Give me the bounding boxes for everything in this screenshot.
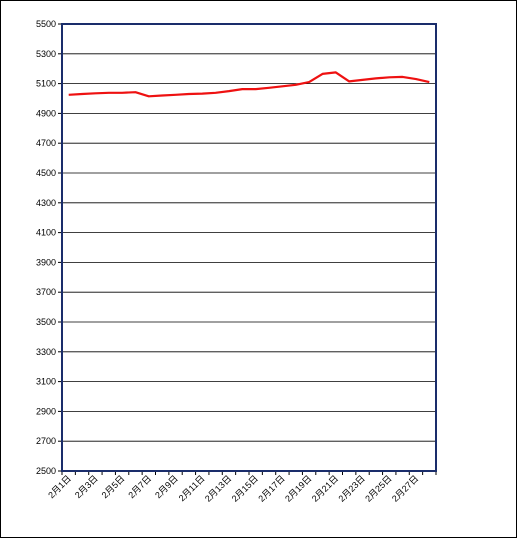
y-tick-label: 3300 (36, 347, 56, 357)
y-tick-label: 5100 (36, 79, 56, 89)
y-tick-label: 2900 (36, 406, 56, 416)
x-tick-label: 2月19日 (283, 473, 313, 503)
y-tick-label: 3700 (36, 287, 56, 297)
x-tick-label: 2月5日 (100, 473, 127, 500)
x-axis-ticks: 2月1日 2月3日 2月5日 2月7日 2月9日2月11日2月13日2月15日2月17日… (46, 471, 437, 504)
grid-lines (62, 53, 436, 442)
y-tick-label: 3900 (36, 257, 56, 267)
y-tick-label: 4700 (36, 138, 56, 148)
y-tick-label: 5500 (36, 19, 56, 29)
y-tick-label: 4100 (36, 228, 56, 238)
y-tick-label: 2700 (36, 436, 56, 446)
x-tick-label: 2月15日 (230, 473, 260, 503)
y-tick-label: 4900 (36, 108, 56, 118)
x-tick-label: 2月7日 (126, 473, 153, 500)
x-tick-label: 2月25日 (363, 473, 393, 503)
y-tick-label: 4500 (36, 168, 56, 178)
x-tick-label: 2月1日 (46, 473, 73, 500)
y-tick-label: 5300 (36, 49, 56, 59)
x-tick-label: 2月11日 (177, 473, 207, 503)
x-tick-label: 2月23日 (337, 473, 367, 503)
plot-area-border (61, 23, 437, 472)
x-tick-label: 2月27日 (390, 473, 420, 503)
y-tick-label: 2500 (36, 466, 56, 476)
x-tick-label: 2月17日 (256, 473, 286, 503)
x-tick-label: 2月13日 (203, 473, 233, 503)
series-line (68, 71, 430, 98)
y-axis-ticks: 2500 2700 2900 3100 3300 3500 3700 3900 4100 4300… (36, 19, 62, 476)
y-tick-label: 3100 (36, 377, 56, 387)
y-tick-label: 3500 (36, 317, 56, 327)
series-layer (68, 71, 430, 98)
x-tick-label: 2月21日 (310, 473, 340, 503)
x-tick-label: 2月3日 (73, 473, 100, 500)
y-tick-label: 4300 (36, 198, 56, 208)
